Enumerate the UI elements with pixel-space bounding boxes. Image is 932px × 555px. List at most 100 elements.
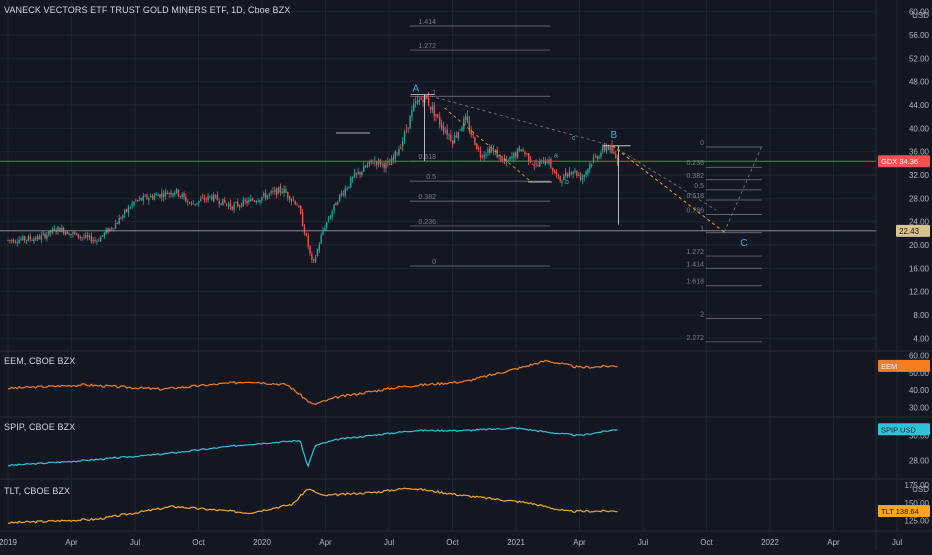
price-badges: GDX 34.36 22.43 EEM SPIP USD TLT 138.64 xyxy=(878,155,930,517)
gdx-candle-body xyxy=(281,191,283,194)
gdx-candle-body xyxy=(155,194,157,196)
wave-a-b-leg xyxy=(444,107,531,182)
gdx-candle-body xyxy=(268,193,270,195)
fib-right-label: 1.618 xyxy=(686,279,704,286)
gdx-candle-body xyxy=(227,204,230,206)
gdx-candle-body xyxy=(483,154,485,158)
gdx-candle-body xyxy=(31,240,33,241)
gdx-candle-body xyxy=(105,229,107,234)
gdx-candle-body xyxy=(218,201,220,204)
gdx-candle-body xyxy=(14,241,17,243)
gdx-candle-body xyxy=(116,223,119,225)
gdx-candle-body xyxy=(598,156,600,159)
gdx-candle-body xyxy=(522,149,524,151)
gdx-candle-body xyxy=(285,188,287,193)
gdx-candle-body xyxy=(531,163,534,165)
gdx-candle-body xyxy=(48,230,50,236)
gdx-candle-body xyxy=(585,171,587,176)
gdx-candle-body xyxy=(111,228,113,230)
y-tick-label: 60.00 xyxy=(909,8,930,17)
fib-left-label: 0.5 xyxy=(426,174,436,181)
eem-price-badge-bg xyxy=(878,359,930,372)
gdx-candle-body xyxy=(257,201,259,202)
gdx-candle-body xyxy=(539,161,541,167)
wave-label-c: C xyxy=(740,238,747,249)
gdx-candle-body xyxy=(124,210,126,214)
fib-left-label: 1.272 xyxy=(418,43,436,50)
gdx-candle-body xyxy=(22,236,24,241)
gdx-candle-body xyxy=(175,188,178,193)
gdx-candle-body xyxy=(253,201,256,202)
fib-left-label: 1.414 xyxy=(418,19,436,26)
gdx-candle-body xyxy=(222,198,224,206)
gdx-candle-body xyxy=(592,157,595,163)
gdx-price-badge-text: GDX 34.36 xyxy=(881,157,918,166)
tlt-price-badge-bg xyxy=(878,504,930,517)
gdx-candle-body xyxy=(516,148,519,158)
gdx-candle-body xyxy=(602,146,604,151)
gdx-candle-body xyxy=(451,140,454,144)
eem-line xyxy=(7,359,618,406)
gdx-candle-body xyxy=(489,148,491,154)
gdx-candle-body xyxy=(509,156,511,160)
gdx-candle-body xyxy=(535,163,537,165)
eem-y-tick-label: 50.00 xyxy=(909,369,930,378)
tlt-y-tick-label: 150.00 xyxy=(905,499,930,508)
gdx-candle-body xyxy=(388,163,391,165)
support-badge-text: 22.43 xyxy=(899,227,920,236)
gdx-price-badge: GDX 34.36 xyxy=(878,155,930,168)
gdx-candle-body xyxy=(524,151,526,154)
gdx-candle-body xyxy=(394,151,396,159)
gdx-candle-body xyxy=(229,203,232,208)
fib-left-label: 0.382 xyxy=(418,194,436,201)
gdx-candle-body xyxy=(526,153,528,155)
y-tick-label: 20.00 xyxy=(909,241,930,250)
gdx-candle-body xyxy=(129,207,131,209)
gdx-candle-body xyxy=(133,201,135,205)
gdx-candle-body xyxy=(287,191,289,198)
y-tick-label: 4.00 xyxy=(913,334,929,343)
gdx-candle-body xyxy=(238,205,241,207)
gdx-candle-body xyxy=(27,236,30,241)
gdx-candle-body xyxy=(70,233,72,236)
gdx-candle-body xyxy=(250,198,252,202)
gdx-candle-body xyxy=(461,127,463,132)
gdx-candle-body xyxy=(383,163,385,169)
gdx-candle-body xyxy=(413,103,415,111)
x-tick-label: Apr xyxy=(573,538,586,547)
gdx-candle-body xyxy=(153,195,156,200)
gdx-candle-body xyxy=(546,161,548,163)
gdx-candle-body xyxy=(340,193,343,196)
gdx-candle-body xyxy=(459,129,461,131)
gdx-candle-body xyxy=(57,226,59,232)
gdx-candle-body xyxy=(607,147,610,150)
fib-right-label: 0.382 xyxy=(686,173,704,180)
gdx-candle-body xyxy=(12,240,15,243)
tlt-price-badge: TLT 138.64 xyxy=(878,504,930,517)
x-tick-label: Jul xyxy=(638,538,648,547)
gdx-candle-body xyxy=(529,158,532,163)
gdx-candle-body xyxy=(392,157,395,161)
gdx-candle-body xyxy=(414,101,417,103)
gdx-candle-body xyxy=(490,149,493,152)
gdx-candle-body xyxy=(72,232,74,234)
gdx-candle-body xyxy=(342,193,345,195)
gdx-candle-body xyxy=(435,114,437,117)
spip-pane-title: SPIP, CBOE BZX xyxy=(4,422,76,432)
gdx-candle-body xyxy=(440,123,443,128)
gdx-candle-body xyxy=(422,99,424,103)
gdx-candle-body xyxy=(552,167,554,172)
gdx-candle-body xyxy=(40,235,43,240)
gdx-candle-body xyxy=(114,223,117,229)
gdx-candle-body xyxy=(200,199,202,202)
gdx-candles xyxy=(7,92,619,264)
gdx-candle-body xyxy=(455,135,458,137)
gdx-candle-body xyxy=(272,191,274,192)
gdx-candle-body xyxy=(46,234,48,239)
gdx-candle-body xyxy=(190,202,193,203)
gdx-candle-body xyxy=(36,236,39,240)
sub-wave-label-b: b xyxy=(565,179,569,186)
gdx-candle-body xyxy=(492,149,495,151)
